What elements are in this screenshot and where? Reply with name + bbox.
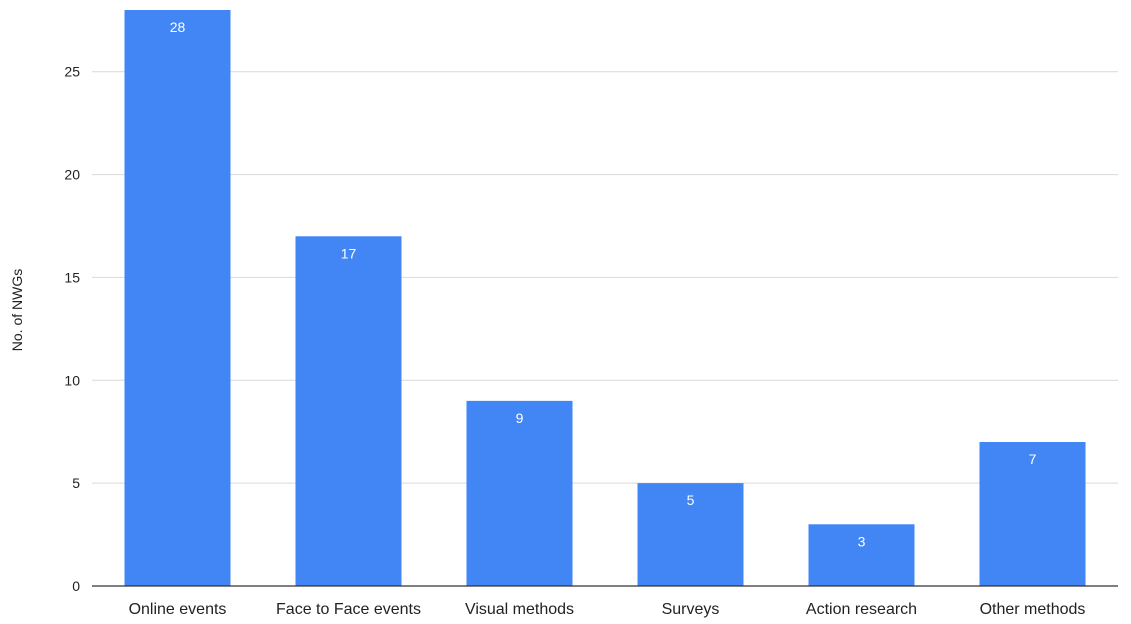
data-label: 17 [341, 245, 357, 261]
y-tick-label: 10 [64, 372, 80, 388]
x-tick-label: Action research [806, 601, 917, 618]
x-tick-label: Other methods [980, 601, 1086, 618]
bar [466, 400, 573, 586]
x-axis-ticks: Online events Face to Face events Visual m… [129, 601, 1086, 618]
x-tick-label: Visual methods [465, 601, 574, 618]
data-label: 28 [170, 19, 186, 35]
data-labels: 28 17 9 5 3 7 [170, 19, 1037, 549]
bar [295, 236, 402, 587]
y-axis-title: No. of NWGs [9, 269, 25, 351]
data-label: 5 [687, 492, 695, 508]
data-label: 3 [858, 533, 866, 549]
x-tick-label: Face to Face events [276, 601, 421, 618]
y-axis-ticks: 0 5 10 15 20 25 [64, 64, 80, 594]
gridlines [92, 71, 1118, 484]
y-tick-label: 20 [64, 167, 80, 183]
bar [124, 10, 231, 586]
y-tick-label: 5 [72, 475, 80, 491]
y-tick-label: 15 [64, 269, 80, 285]
y-tick-label: 25 [64, 64, 80, 80]
data-label: 7 [1029, 451, 1037, 467]
data-label: 9 [516, 410, 524, 426]
bar [637, 483, 744, 586]
x-tick-label: Online events [129, 601, 227, 618]
x-tick-label: Surveys [662, 601, 720, 618]
bars [124, 10, 1086, 587]
y-tick-label: 0 [72, 578, 80, 594]
bar [808, 524, 915, 586]
bar [979, 442, 1086, 586]
